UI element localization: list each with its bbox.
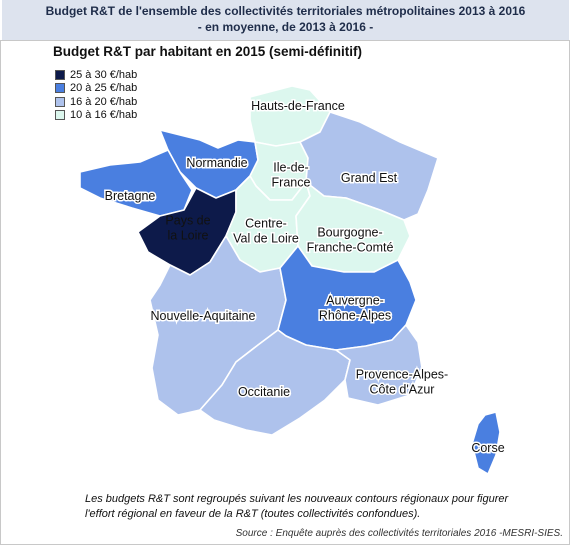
region-label-ile-de-france: France [272, 176, 311, 190]
region-label-centre-val-de-loire: Val de Loire [233, 232, 299, 246]
legend-swatch [55, 110, 65, 121]
region-label-nouvelle-aquitaine: Nouvelle-Aquitaine [151, 309, 256, 323]
region-label-corse: Corse [471, 441, 504, 455]
region-provence-alpes-cote-d-azur [335, 324, 423, 406]
title-bar: Budget R&T de l'ensemble des collectivit… [2, 0, 569, 40]
region-label-bourgogne-franche-comte: Franche-Comté [307, 241, 394, 255]
legend-item: 10 à 16 €/hab [55, 109, 137, 123]
region-label-hauts-de-france: Hauts-de-France [251, 99, 345, 113]
region-label-auvergne-rhone-alpes: Rhône-Alpes [319, 309, 391, 323]
region-label-ile-de-france: Ile-de- [273, 161, 308, 175]
legend-label: 16 à 20 €/hab [70, 95, 138, 108]
map-frame [0, 40, 570, 545]
legend: 25 à 30 €/hab 20 à 25 €/hab 16 à 20 €/ha… [55, 68, 137, 122]
legend-swatch [55, 69, 65, 80]
footnote-line-2: l'effort régional en faveur de la R&T (t… [85, 508, 421, 520]
footnote: Les budgets R&T sont regroupés suivant l… [85, 492, 565, 522]
title-line-2: - en moyenne, de 2013 à 2016 - [197, 20, 374, 34]
legend-item: 20 à 25 €/hab [55, 82, 137, 96]
title-line-1: Budget R&T de l'ensemble des collectivit… [45, 4, 526, 18]
legend-item: 25 à 30 €/hab [55, 68, 137, 82]
region-label-pays-de-la-loire: la Loire [168, 229, 209, 243]
region-label-bretagne: Bretagne [105, 189, 156, 203]
region-label-pays-de-la-loire: Pays de [165, 214, 210, 228]
legend-swatch [55, 96, 65, 107]
region-label-normandie: Normandie [186, 156, 247, 170]
region-occitanie [199, 329, 351, 436]
legend-label: 25 à 30 €/hab [70, 68, 138, 81]
legend-label: 10 à 16 €/hab [70, 109, 138, 122]
region-label-auvergne-rhone-alpes: Auvergne- [326, 294, 384, 308]
map-subtitle: Budget R&T par habitant en 2015 (semi-dé… [53, 44, 363, 59]
legend-item: 16 à 20 €/hab [55, 95, 137, 109]
region-label-centre-val-de-loire: Centre- [245, 217, 287, 231]
region-label-provence-alpes-cote-d-azur: Côte d'Azur [370, 383, 435, 397]
region-label-bourgogne-franche-comte: Bourgogne- [317, 226, 382, 240]
source-note: Source : Enquête auprès des collectivité… [235, 528, 563, 539]
legend-label: 20 à 25 €/hab [70, 82, 138, 95]
legend-swatch [55, 83, 65, 94]
region-bretagne [79, 149, 193, 217]
region-label-grand-est: Grand Est [341, 171, 398, 185]
region-label-provence-alpes-cote-d-azur: Provence-Alpes- [356, 368, 448, 382]
region-label-occitanie: Occitanie [238, 385, 290, 399]
footnote-line-1: Les budgets R&T sont regroupés suivant l… [85, 493, 509, 505]
region-corse [471, 411, 501, 475]
